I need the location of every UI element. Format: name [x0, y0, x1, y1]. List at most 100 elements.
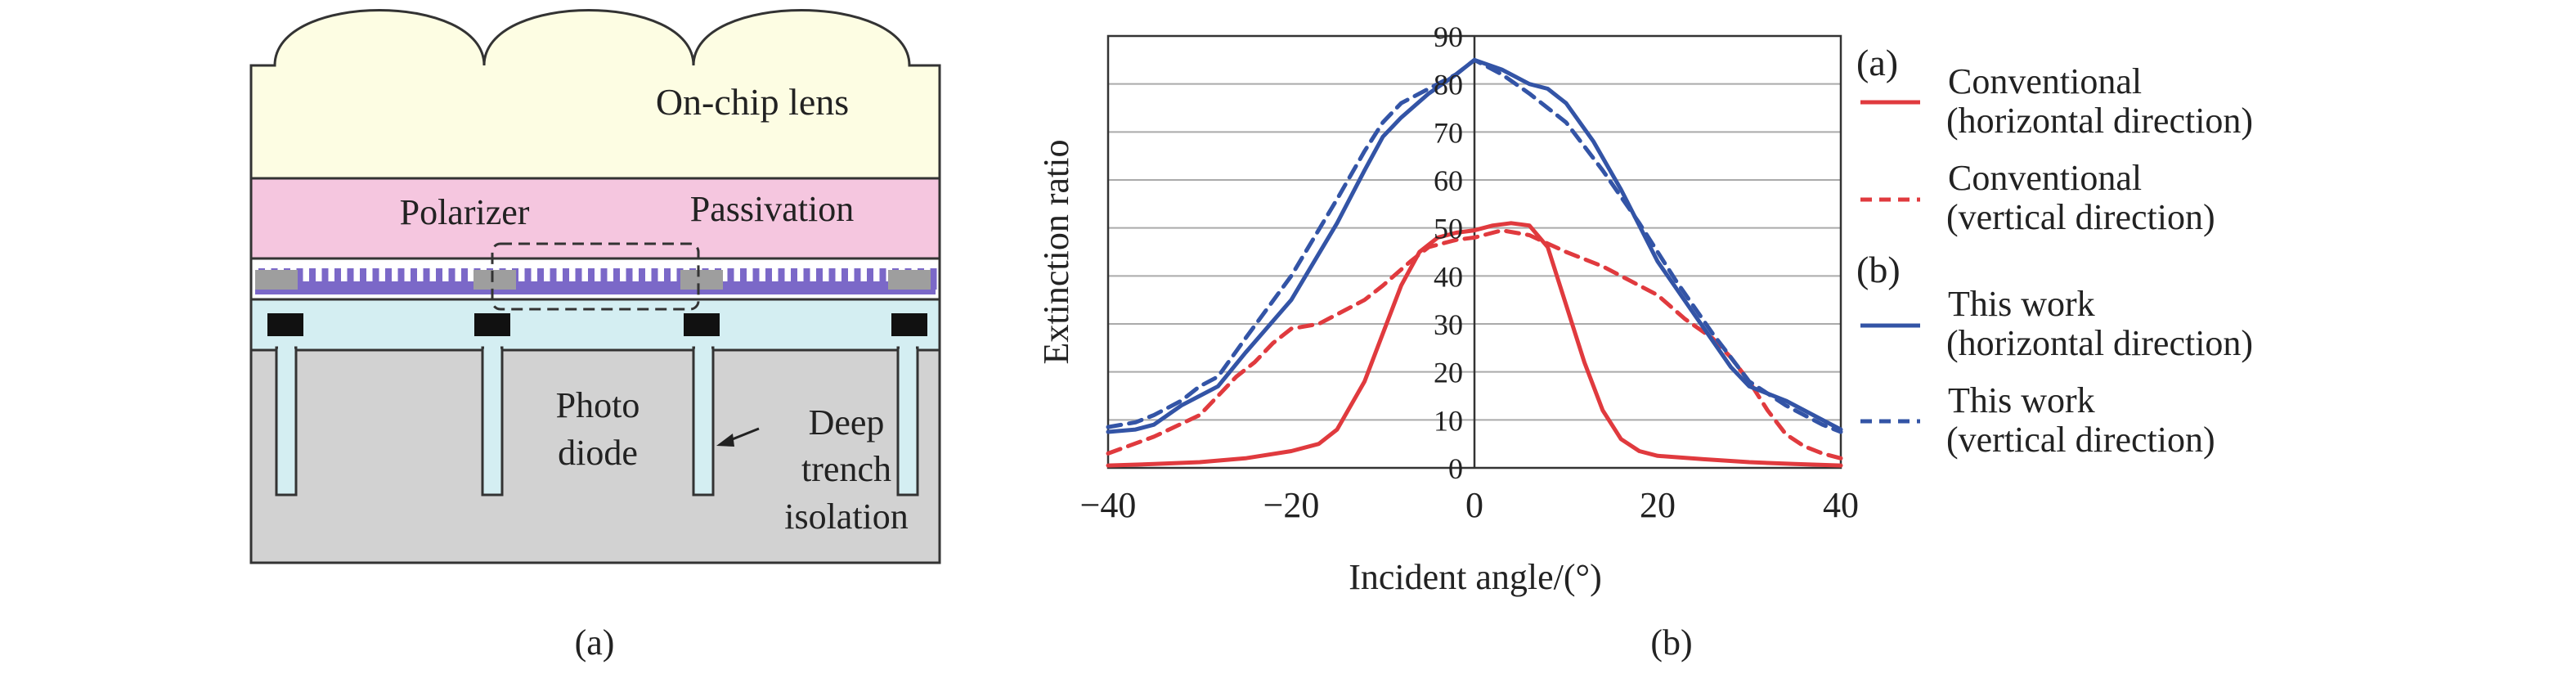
wire-grid-bar: [563, 268, 569, 290]
wire-grid-bar: [651, 268, 658, 290]
deep-trench-pillars: [275, 345, 919, 497]
chart-series-lines: [1106, 57, 1843, 468]
grid-gray-pad: [680, 270, 723, 290]
y-tick-label: 20: [1434, 357, 1463, 389]
wire-grid-bar: [828, 268, 836, 290]
x-tick-label: 40: [1823, 485, 1859, 525]
wire-grid-bar: [854, 268, 861, 290]
label-deep: Deep: [809, 402, 885, 443]
isolation-band: [249, 298, 941, 352]
wire-grid-bar: [397, 268, 405, 290]
wire-grid-bar: [791, 268, 797, 290]
wire-grid-bar: [436, 268, 442, 290]
series-line-4: [1106, 57, 1843, 434]
trench-pillar: [275, 346, 298, 497]
metal-block: [684, 313, 720, 336]
grid-gray-pad: [255, 270, 298, 290]
x-tick-label: −20: [1263, 485, 1320, 525]
wire-grid-bar: [334, 268, 341, 290]
wire-grid-bar: [626, 268, 633, 290]
sensor-cross-section-diagram: On-chip lens Polarizer Passivation Photo…: [249, 9, 941, 564]
metal-block: [267, 313, 303, 336]
wire-grid-bar: [347, 268, 354, 290]
legend-label-this-work-horizontal-1: This work: [1948, 284, 2095, 324]
series-line-3: [1106, 57, 1843, 434]
wire-grid-bar: [816, 268, 823, 290]
wire-grid-bar: [765, 268, 772, 290]
trench-pillar: [481, 346, 504, 497]
wire-grid-bar: [867, 268, 873, 290]
wire-grid-bar: [676, 268, 684, 290]
wire-grid-bar: [537, 268, 544, 290]
wire-grid-bar: [309, 268, 316, 290]
wire-grid-bar: [588, 268, 595, 290]
wire-grid-bar: [639, 268, 645, 290]
wire-grid-bar: [524, 268, 532, 290]
wire-grid-bar: [372, 268, 379, 290]
metal-block: [891, 313, 927, 336]
legend-label-conventional-horizontal-2: (horizontal direction): [1946, 101, 2253, 141]
wire-grid-polarizer: [249, 257, 941, 301]
label-isolation: isolation: [784, 497, 909, 537]
wire-grid-bar: [803, 268, 810, 290]
legend-label-conventional-vertical-1: Conventional: [1948, 158, 2142, 198]
wire-grid-bar: [740, 268, 747, 290]
caption-a: (a): [575, 622, 615, 663]
polarizer-layer: [249, 177, 941, 260]
label-polarizer: Polarizer: [400, 192, 530, 232]
y-tick-label: 30: [1434, 308, 1463, 341]
label-trench: trench: [801, 449, 891, 489]
y-tick-label: 10: [1434, 404, 1463, 437]
wire-grid-bar: [600, 268, 608, 290]
wire-grid-bar: [664, 268, 671, 290]
y-tick-labels: 0 10 20 30 40 50 60 70 80 90: [1434, 20, 1463, 485]
y-tick-label: 70: [1434, 116, 1463, 149]
x-tick-labels: −40 −20 0 20 40: [1080, 485, 1859, 525]
wire-grid-bar: [296, 268, 303, 290]
caption-b: (b): [1650, 622, 1692, 663]
legend-group-b: (b): [1856, 249, 1901, 290]
wire-grid-bar: [727, 268, 734, 290]
y-tick-label: 90: [1434, 20, 1463, 53]
legend-label-conventional-vertical-2: (vertical direction): [1946, 197, 2215, 237]
series-line-2: [1106, 228, 1843, 461]
label-photo: Photo: [556, 385, 640, 425]
x-tick-label: 0: [1465, 485, 1483, 525]
trench-pillar: [692, 346, 715, 497]
chart-legend: (a) (b) Conventional (horizontal directi…: [1856, 42, 2253, 460]
y-axis-label: Extinction ratio: [1036, 140, 1076, 365]
wire-grid-bar: [321, 268, 329, 290]
series-line-1: [1106, 221, 1843, 468]
wire-grid-bar: [461, 268, 468, 290]
y-tick-label: 0: [1448, 452, 1463, 485]
wire-grid-bar: [550, 268, 557, 290]
legend-label-this-work-vertical-1: This work: [1948, 380, 2095, 420]
y-tick-label: 60: [1434, 164, 1463, 197]
legend-label-conventional-horizontal-1: Conventional: [1948, 61, 2142, 101]
wire-grid-bar: [411, 268, 417, 290]
metal-blocks: [267, 313, 927, 336]
wire-grid-bar: [613, 268, 620, 290]
trench-pillar: [896, 346, 919, 497]
label-on-chip-lens: On-chip lens: [656, 81, 849, 123]
wire-grid-bar: [752, 268, 760, 290]
legend-label-this-work-vertical-2: (vertical direction): [1946, 420, 2215, 460]
highlight-box: [491, 242, 700, 311]
legend-group-a: (a): [1856, 42, 1898, 83]
wire-grid-bar: [448, 268, 456, 290]
extinction-ratio-chart: 0 10 20 30 40 50 60 70 80 90 −40 −20 0 20 40 Extincti…: [1036, 20, 2253, 597]
wire-grid-bar: [423, 268, 430, 290]
metal-block: [474, 313, 510, 336]
wire-grid-bar: [778, 268, 785, 290]
x-tick-label: 20: [1640, 485, 1676, 525]
wire-grid-bar: [385, 268, 392, 290]
on-chip-lens: [249, 9, 941, 180]
x-axis-label: Incident angle/(°): [1349, 557, 1602, 597]
grid-gray-pad: [888, 270, 931, 290]
wire-grid-bar: [575, 268, 582, 290]
wire-grid-bar: [930, 268, 937, 290]
label-passivation: Passivation: [690, 189, 854, 229]
y-tick-label: 40: [1434, 260, 1463, 293]
wire-grid-bar: [879, 268, 886, 290]
